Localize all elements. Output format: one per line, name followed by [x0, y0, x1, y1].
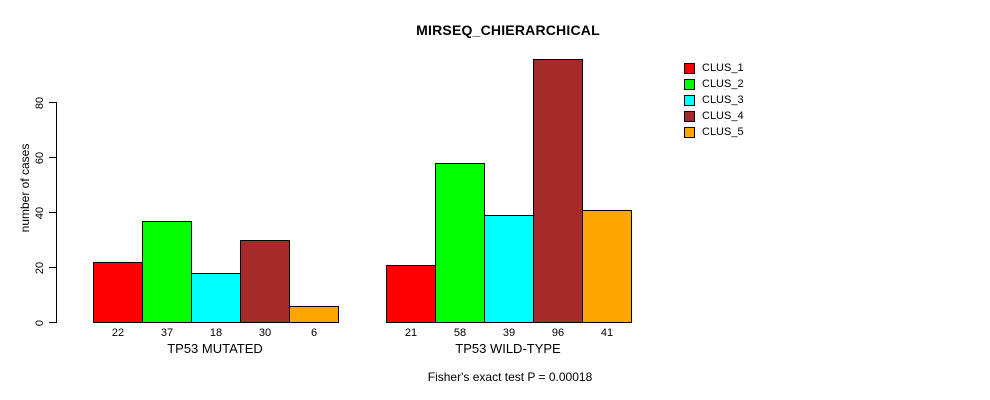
legend-swatch-clus-5 — [684, 126, 695, 138]
bar-value-label: 18 — [209, 327, 223, 339]
legend-swatch-clus-2 — [684, 78, 695, 90]
bar-value-label: 22 — [111, 327, 125, 339]
y-tick-mark — [49, 212, 56, 213]
y-tick-label: 40 — [34, 206, 46, 219]
legend-label-clus-1: CLUS_1 — [702, 61, 744, 74]
legend-label-clus-4: CLUS_4 — [702, 109, 744, 122]
bar-clus_1-group1 — [93, 262, 143, 323]
bar-value-label: 37 — [160, 327, 174, 339]
bar-value-label: 58 — [453, 327, 467, 339]
bar-value-label: 39 — [502, 327, 516, 339]
fisher-test-annotation: Fisher's exact test P = 0.00018 — [427, 370, 593, 384]
legend: CLUS_1 CLUS_2 CLUS_3 CLUS_4 CLUS_5 — [684, 60, 744, 140]
bar-clus_1-group2 — [386, 264, 436, 323]
legend-label-clus-3: CLUS_3 — [702, 93, 744, 106]
bar-clus_3-group2 — [484, 215, 534, 323]
legend-row: CLUS_1 — [684, 60, 744, 76]
bar-clus_2-group2 — [435, 163, 485, 323]
y-tick-mark — [49, 267, 56, 268]
bar-value-label: 21 — [404, 327, 418, 339]
legend-swatch-clus-1 — [684, 62, 695, 74]
y-axis-title: number of cases — [18, 143, 32, 233]
y-tick-label: 0 — [34, 319, 46, 326]
y-tick-label: 20 — [34, 261, 46, 274]
legend-swatch-clus-4 — [684, 110, 695, 122]
y-axis-line — [56, 102, 57, 323]
group-label-tp53-mutated: TP53 MUTATED — [167, 341, 263, 356]
bar-value-label: 30 — [258, 327, 272, 339]
bar-value-label: 6 — [310, 327, 318, 339]
chart-title: MIRSEQ_CHIERARCHICAL — [416, 22, 600, 38]
bar-clus_2-group1 — [142, 220, 192, 323]
legend-row: CLUS_5 — [684, 124, 744, 140]
legend-swatch-clus-3 — [684, 94, 695, 106]
y-tick-label: 60 — [34, 151, 46, 164]
bar-clus_4-group2 — [533, 58, 583, 323]
legend-row: CLUS_4 — [684, 108, 744, 124]
group-label-tp53-wild-type: TP53 WILD-TYPE — [455, 341, 561, 356]
bar-value-label: 41 — [600, 327, 614, 339]
bar-clus_5-group1 — [289, 306, 339, 323]
y-tick-mark — [49, 157, 56, 158]
bar-value-label: 96 — [551, 327, 565, 339]
bar-clus_3-group1 — [191, 273, 241, 323]
legend-row: CLUS_2 — [684, 76, 744, 92]
bar-clus_5-group2 — [582, 209, 632, 323]
y-tick-mark — [49, 102, 56, 103]
legend-row: CLUS_3 — [684, 92, 744, 108]
y-tick-label: 80 — [34, 96, 46, 109]
legend-label-clus-2: CLUS_2 — [702, 77, 744, 90]
bar-clus_4-group1 — [240, 240, 290, 323]
legend-label-clus-5: CLUS_5 — [702, 125, 744, 138]
y-tick-mark — [49, 322, 56, 323]
